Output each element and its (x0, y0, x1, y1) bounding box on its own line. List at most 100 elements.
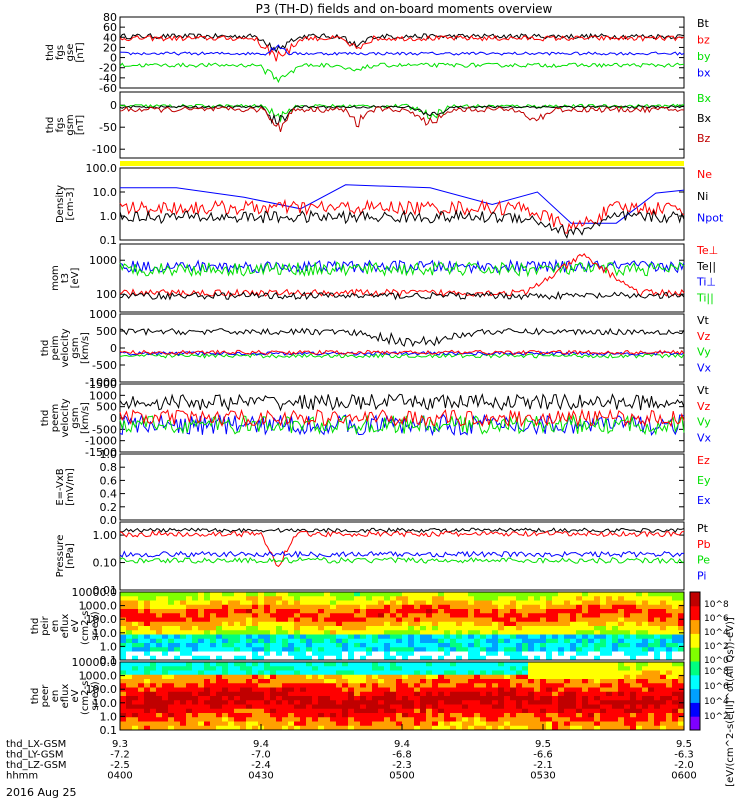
spectrogram-cell (522, 655, 529, 661)
spectrogram-cell (258, 596, 265, 601)
spectrogram-cell (576, 674, 583, 680)
spectrogram-cell (198, 638, 205, 644)
spectrogram-cell (330, 604, 337, 610)
spectrogram-cell (204, 638, 211, 644)
spectrogram-cell (216, 613, 223, 618)
spectrogram-cell (636, 666, 643, 671)
spectrogram-cell (486, 626, 493, 631)
spectrogram-cell (654, 717, 661, 722)
spectrogram-cell (288, 630, 295, 635)
spectrogram-cell (462, 713, 469, 718)
spectrogram-cell (198, 655, 205, 661)
spectrogram-cell (168, 696, 175, 701)
spectrogram-cell (540, 679, 547, 684)
spectrogram-cell (300, 596, 307, 601)
spectrogram-cell (318, 634, 325, 640)
spectrogram-cell (348, 666, 355, 671)
spectrogram-cell (660, 704, 667, 710)
spectrogram-cell (630, 643, 637, 648)
spectrogram-cell (294, 655, 301, 661)
spectrogram-cell (534, 696, 541, 701)
spectrogram-cell (330, 679, 337, 684)
spectrogram-cell (240, 647, 247, 652)
spectrogram-cell (414, 626, 421, 631)
spectrogram-cell (126, 630, 133, 635)
spectrogram-cell (402, 704, 409, 710)
spectrogram-cell (450, 630, 457, 635)
spectrogram-cell (276, 679, 283, 684)
spectrogram-cell (516, 626, 523, 631)
series-Bz-line (119, 105, 685, 133)
spectrogram-cell (450, 626, 457, 631)
spectrogram-cell (564, 596, 571, 601)
spectrogram-cell (276, 708, 283, 714)
spectrogram-cell (420, 643, 427, 648)
spectrogram-cell (510, 683, 517, 688)
spectrogram-cell (174, 617, 181, 623)
spectrogram-cell (648, 596, 655, 601)
spectrogram-cell (378, 674, 385, 680)
y-axis-label: [eV] (70, 268, 81, 289)
y-axis-label: peir (40, 615, 51, 635)
spectrogram-cell (144, 643, 151, 648)
spectrogram-cell (234, 662, 241, 667)
spectrogram-cell (132, 643, 139, 648)
spectrogram-cell (168, 725, 175, 731)
spectrogram-cell (666, 621, 673, 627)
series-Npot-line (120, 184, 685, 224)
spectrogram-cell (606, 638, 613, 644)
spectrogram-cell (120, 638, 127, 644)
spectrogram-cell (510, 691, 517, 697)
spectrogram-cell (492, 651, 499, 657)
spectrogram-cell (240, 600, 247, 606)
spectrogram-cell (402, 651, 409, 657)
orbit-row-value: 0600 (671, 771, 696, 782)
spectrogram-cell (372, 655, 379, 661)
spectrogram-cell (414, 655, 421, 661)
y-axis-label: velocity (60, 398, 71, 437)
spectrogram-cell (492, 592, 499, 597)
series-Vy-line (119, 352, 685, 359)
spectrogram-cell (516, 647, 523, 652)
spectrogram-cell (168, 674, 175, 680)
spectrogram-cell (654, 604, 661, 610)
spectrogram-cell (150, 651, 157, 657)
spectrogram-cell (138, 609, 145, 614)
spectrogram-cell (498, 696, 505, 701)
spectrogram-cell (408, 613, 415, 618)
spectrogram-cell (234, 651, 241, 657)
spectrogram-cell (660, 708, 667, 714)
spectrogram-cell (666, 666, 673, 671)
spectrogram-cell (282, 651, 289, 657)
spectrogram-cell (600, 713, 607, 718)
spectrogram-cell (198, 600, 205, 606)
spectrogram-cell (420, 655, 427, 661)
spectrogram-cell (510, 708, 517, 714)
spectrogram-cell (204, 717, 211, 722)
spectrogram-cell (384, 683, 391, 688)
spectrogram-cell (432, 613, 439, 618)
legend-entry: Vt (697, 314, 710, 327)
spectrogram-cell (606, 621, 613, 627)
spectrogram-cell (318, 655, 325, 661)
spectrogram-cell (162, 674, 169, 680)
spectrogram-cell (354, 683, 361, 688)
spectrogram-cell (552, 662, 559, 667)
spectrogram-cell (426, 647, 433, 652)
spectrogram-cell (522, 600, 529, 606)
spectrogram-cell (618, 700, 625, 705)
spectrogram-cell (288, 621, 295, 627)
colorbar-swatch (690, 661, 700, 676)
spectrogram-cell (132, 604, 139, 610)
spectrogram-cell (312, 630, 319, 635)
spectrogram-cell (144, 655, 151, 661)
spectrogram-cell (294, 704, 301, 710)
spectrogram-cell (246, 662, 253, 667)
spectrogram-cell (456, 621, 463, 627)
spectrogram-cell (288, 704, 295, 710)
spectrogram-cell (360, 621, 367, 627)
spectrogram-cell (552, 696, 559, 701)
spectrogram-cell (678, 643, 685, 648)
spectrogram-cell (480, 592, 487, 597)
spectrogram-cell (366, 713, 373, 718)
